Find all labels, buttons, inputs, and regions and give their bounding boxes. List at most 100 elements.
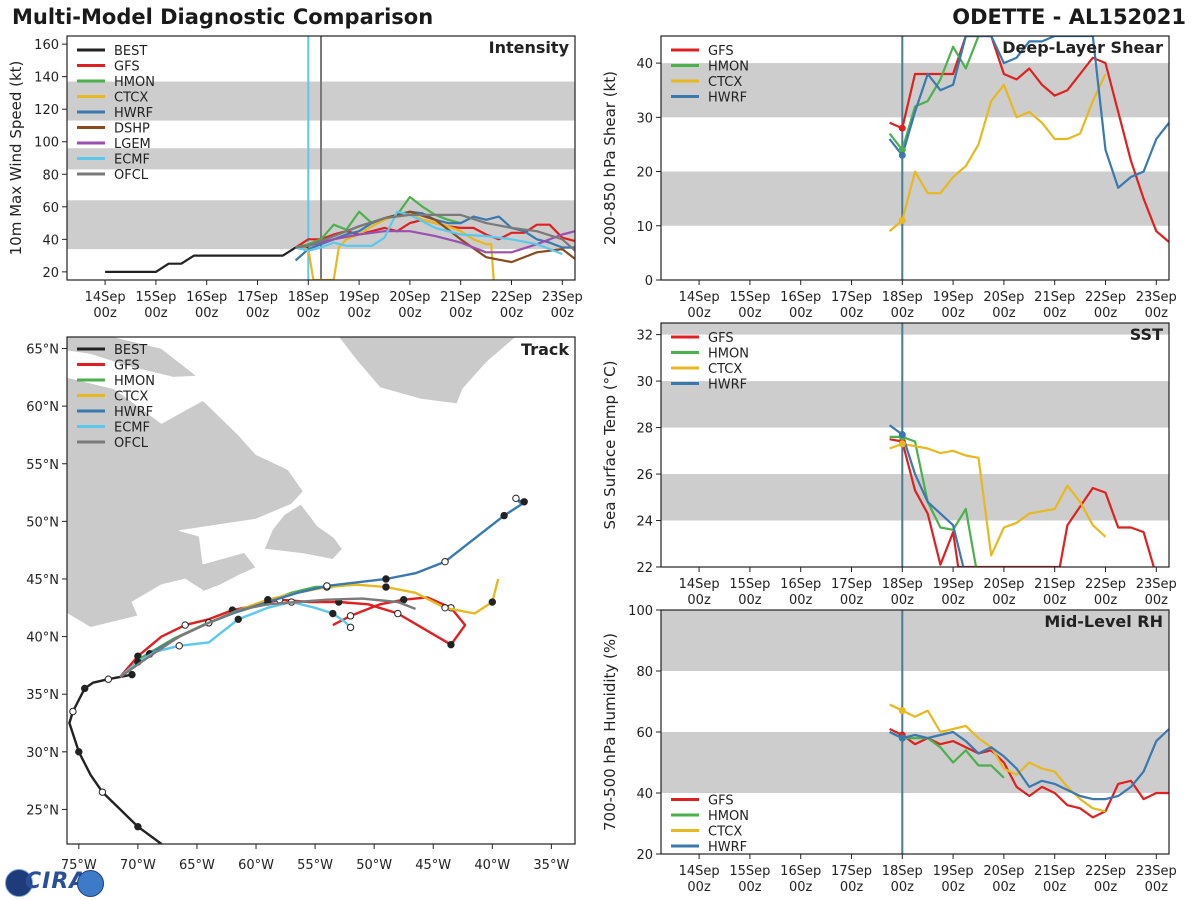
intensity-legend-label: ECMF [114, 153, 150, 168]
rh-xtick-sub: 00z [1145, 880, 1169, 895]
shear-ytick-label: 10 [636, 220, 653, 235]
sst-band [661, 474, 1169, 521]
sst-legend-label: HWRF [708, 378, 747, 393]
shear-band [661, 63, 1169, 118]
sst-ytick-label: 32 [636, 329, 653, 344]
rh-ytick-label: 20 [636, 848, 653, 863]
sst-xtick-sub: 00z [738, 593, 762, 608]
sst-legend-label: HMON [708, 347, 749, 362]
rh-init-dot [898, 707, 906, 715]
track-ytick-label: 35°N [26, 688, 59, 703]
track-position-marker [441, 604, 449, 612]
rh-xtick-label: 16Sep [780, 864, 821, 879]
intensity-ytick-label: 20 [42, 266, 59, 281]
intensity-xtick-sub: 00z [449, 306, 473, 321]
track-ytick-label: 55°N [26, 458, 59, 473]
track-legend-label: OFCL [114, 436, 149, 451]
track-position-marker [520, 498, 528, 506]
track-position-marker [394, 609, 402, 618]
track-position-marker [75, 748, 83, 756]
sst-xtick-sub: 00z [687, 593, 711, 608]
track-series-ctcx [119, 578, 500, 678]
rh-xtick-sub: 00z [941, 880, 965, 895]
rh-series-hwrf [889, 728, 1169, 801]
rh-legend-label: GFS [708, 794, 734, 809]
intensity-legend-label: HWRF [114, 106, 153, 121]
logo-globe-icon [77, 870, 104, 897]
rh-init-dot [898, 731, 906, 739]
intensity-ytick-label: 40 [42, 233, 59, 248]
sst-xtick-label: 18Sep [882, 577, 923, 592]
shear-xtick-sub: 00z [687, 306, 711, 321]
sst-title: SST [1130, 325, 1163, 344]
newfoundland-land [263, 503, 343, 560]
track-position-marker [382, 575, 390, 583]
track-position-marker [264, 596, 272, 604]
shear-frame [660, 35, 1170, 281]
intensity-xtick-label: 21Sep [440, 290, 481, 305]
track-position-marker [205, 619, 213, 627]
track-legend-label: GFS [114, 359, 140, 374]
sst-xtick-label: 21Sep [1034, 577, 1075, 592]
sst-xtick-sub: 00z [891, 593, 915, 608]
sst-xtick-label: 23Sep [1136, 577, 1177, 592]
shear-ytick-label: 20 [636, 166, 653, 181]
rh-xtick-label: 14Sep [679, 864, 720, 879]
shear-band [661, 171, 1169, 226]
logo-disk-icon [5, 869, 33, 897]
rh-xtick-label: 19Sep [933, 864, 974, 879]
rh-title: Mid-Level RH [1044, 612, 1163, 631]
track-xtick-label: 70°W [120, 858, 156, 873]
rh-xtick-sub: 00z [840, 880, 864, 895]
rh-xtick-label: 23Sep [1136, 864, 1177, 879]
shear-xtick-sub: 00z [1145, 306, 1169, 321]
shear-xtick-sub: 00z [891, 306, 915, 321]
sst-xtick-sub: 00z [1094, 593, 1118, 608]
sst-ytick-label: 28 [636, 422, 653, 437]
shear-title: Deep-Layer Shear [1002, 38, 1163, 57]
intensity-legend-label: GFS [114, 60, 140, 75]
intensity-series-hwrf [294, 210, 575, 262]
intensity-xtick-sub: 00z [500, 306, 524, 321]
sst-band [661, 323, 1169, 335]
intensity-legend-label: OFCL [114, 168, 149, 183]
track-ytick-label: 50°N [26, 515, 59, 530]
rh-xtick-sub: 00z [891, 880, 915, 895]
intensity-xtick-label: 19Sep [339, 290, 380, 305]
intensity-ytick-label: 80 [42, 168, 59, 183]
rh-init-dot [898, 734, 906, 742]
track-position-marker [145, 650, 154, 658]
shear-init-dot [898, 216, 906, 224]
rh-xtick-label: 22Sep [1085, 864, 1126, 879]
sst-series-ctcx [889, 442, 1107, 557]
sst-panel: 22242628303214Sep00z15Sep00z16Sep00z17Se… [601, 322, 1177, 608]
track-position-marker [323, 583, 331, 591]
intensity-xtick-label: 15Sep [135, 290, 176, 305]
rh-xtick-sub: 00z [738, 880, 762, 895]
intensity-title: Intensity [489, 38, 570, 57]
sst-init-dot [898, 438, 906, 446]
intensity-xtick-sub: 00z [297, 306, 321, 321]
track-series-ecmf [119, 600, 352, 678]
shear-legend-label: GFS [708, 44, 734, 59]
intensity-ytick-label: 100 [34, 136, 59, 151]
baffin-land [67, 337, 199, 378]
track-series-hmon [119, 585, 333, 678]
rh-band [661, 732, 1169, 793]
rh-series-ctcx [889, 703, 1106, 813]
track-legend-label: HMON [114, 374, 155, 389]
shear-xtick-sub: 00z [840, 306, 864, 321]
shear-xtick-sub: 00z [992, 306, 1016, 321]
sst-init-dot [898, 433, 906, 441]
rh-xtick-label: 21Sep [1034, 864, 1075, 879]
rh-xtick-label: 17Sep [831, 864, 872, 879]
intensity-ylabel: 10m Max Wind Speed (kt) [7, 61, 25, 256]
track-position-marker [128, 670, 136, 679]
track-legend-label: HWRF [114, 405, 153, 420]
cira-logo: CIRA [5, 867, 105, 897]
shear-init-dot [898, 146, 906, 154]
intensity-series-ecmf [295, 210, 563, 256]
sst-band [661, 381, 1169, 428]
rh-init-dot [898, 734, 906, 742]
intensity-ytick-label: 140 [34, 71, 59, 86]
